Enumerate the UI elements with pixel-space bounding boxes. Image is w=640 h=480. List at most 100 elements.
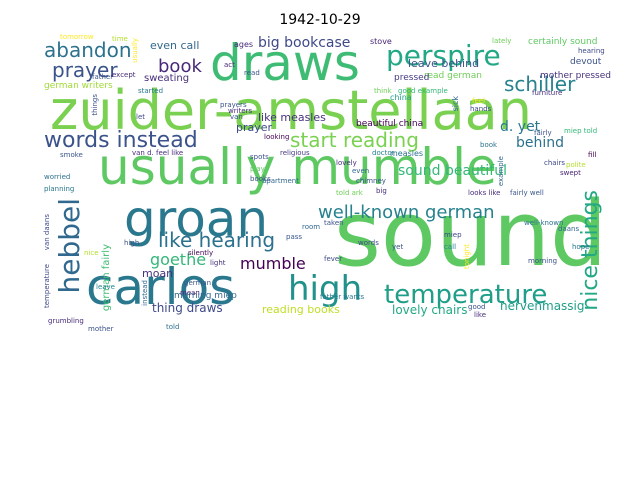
word-smoke: smoke bbox=[60, 151, 83, 159]
word-usually-mumble: usually mumble bbox=[98, 138, 497, 196]
word-fever: fever bbox=[324, 255, 343, 263]
word-told-ark: told ark bbox=[336, 189, 363, 197]
word-lately: lately bbox=[492, 37, 512, 45]
word-high: high bbox=[288, 269, 363, 309]
word-zuider-amstellaan: zuider-amstellaan bbox=[50, 79, 532, 142]
word-time: time bbox=[112, 35, 128, 43]
word-mean: mean bbox=[180, 289, 200, 297]
word-mother-pressed: mother pressed bbox=[540, 71, 611, 81]
word-except: except bbox=[112, 71, 136, 79]
word-yet: yet bbox=[392, 243, 404, 251]
word-groan: groan bbox=[124, 190, 269, 248]
word-high-2: high bbox=[124, 239, 140, 247]
word-like-measles: like measles bbox=[258, 111, 326, 124]
chart-title: 1942-10-29 bbox=[279, 12, 361, 28]
word-feel: feel bbox=[472, 97, 486, 105]
word-german: german bbox=[184, 279, 212, 287]
word-temperature-2: temperature bbox=[43, 264, 51, 308]
word-father: father bbox=[92, 73, 114, 81]
word-pressed: pressed bbox=[394, 73, 430, 83]
word-like: like bbox=[474, 311, 487, 319]
word-instead: instead bbox=[141, 280, 149, 306]
word-devout: devout bbox=[570, 57, 602, 67]
word-read: read bbox=[244, 69, 260, 77]
word-german-fairly: german fairly bbox=[101, 244, 112, 312]
word-words: words bbox=[358, 239, 379, 247]
word-van-daans: van daans bbox=[43, 214, 51, 251]
word-carlos: carlos bbox=[86, 258, 236, 316]
word-read-german: read german bbox=[424, 71, 482, 81]
word-hope: hope bbox=[572, 243, 590, 251]
word-d-yet: d. yet bbox=[500, 119, 541, 135]
word-perspire: perspire bbox=[386, 39, 501, 72]
word-nice: nice bbox=[84, 249, 99, 257]
word-fairly: fairly bbox=[534, 129, 552, 137]
word-measles: measles bbox=[390, 149, 424, 158]
word-things: things bbox=[91, 94, 99, 116]
word-usually: usually bbox=[131, 38, 139, 63]
word-lovely: lovely bbox=[336, 159, 357, 167]
word-looks-like: looks like bbox=[468, 189, 501, 197]
word-leave-behind: leave behind bbox=[408, 57, 480, 70]
word-prayer-2: prayer bbox=[236, 121, 273, 134]
word-prayer: prayer bbox=[52, 58, 118, 82]
word-mumble: mumble bbox=[240, 254, 306, 273]
word-swept: swept bbox=[560, 169, 581, 177]
word-draws: draws bbox=[210, 34, 360, 92]
word-even-call: even call bbox=[150, 39, 200, 52]
word-doctor: doctor bbox=[372, 149, 395, 157]
word-well-known: well-known bbox=[524, 219, 564, 227]
word-chairs: chairs bbox=[544, 159, 566, 167]
word-think: think bbox=[374, 87, 392, 95]
word-call: call bbox=[444, 243, 457, 251]
word-book: book bbox=[158, 56, 202, 77]
word-miep-told: miep told bbox=[564, 127, 598, 135]
word-van: van bbox=[230, 113, 243, 121]
word-nervenmassig: nervenmassig bbox=[500, 299, 585, 313]
word-reading-books: reading books bbox=[262, 303, 340, 316]
word-abandon: abandon bbox=[44, 38, 132, 62]
word-miep: miep bbox=[444, 231, 462, 239]
word-well-known-german: well-known german bbox=[318, 202, 495, 223]
word-told: told bbox=[166, 323, 180, 331]
word-hearing: hearing bbox=[578, 47, 605, 55]
word-daans: daans bbox=[558, 225, 580, 233]
word-sound-beautiful: sound beautiful bbox=[398, 163, 507, 179]
word-behind: behind bbox=[516, 135, 565, 151]
word-german-writers: german writers bbox=[44, 81, 113, 91]
word-moan: moan bbox=[142, 267, 174, 280]
word-morning: morning bbox=[528, 257, 558, 265]
word-stove: stove bbox=[370, 37, 392, 46]
word-pass: pass bbox=[286, 233, 303, 241]
word-plays: plays bbox=[250, 165, 269, 173]
word-chimney: chimney bbox=[356, 177, 386, 185]
word-lovely-chairs: lovely chairs bbox=[392, 303, 468, 317]
word-taken: taken bbox=[324, 219, 344, 227]
word-certainly-sound: certainly sound bbox=[528, 37, 598, 47]
word-big: big bbox=[376, 187, 387, 195]
word-writers: writers bbox=[228, 107, 253, 115]
word-ages: ages bbox=[234, 40, 254, 49]
word-fill: fill bbox=[588, 151, 597, 159]
word-temperature: temperature bbox=[384, 280, 548, 310]
word-silently: silently bbox=[188, 249, 214, 257]
word-room: room bbox=[302, 223, 321, 231]
word-leave: leave bbox=[96, 283, 115, 291]
word-like-hearing: like hearing bbox=[158, 228, 276, 252]
word-started: started bbox=[138, 87, 164, 95]
word-good: good bbox=[468, 303, 486, 311]
word-looking: looking bbox=[264, 133, 290, 141]
word-van-d-feel-like: van d. feel like bbox=[132, 149, 184, 157]
word-furniture: furniture bbox=[532, 89, 563, 97]
word-fairly-well: fairly well bbox=[510, 189, 544, 197]
word-goethe: goethe bbox=[150, 250, 207, 269]
word-spots: spots bbox=[250, 153, 269, 161]
word-morning-miep: morning miep bbox=[174, 291, 237, 301]
word-religious: religious bbox=[280, 149, 310, 157]
word-china: china bbox=[390, 93, 412, 102]
word-grumbling: grumbling bbox=[48, 317, 84, 325]
word-good-example: good example bbox=[398, 87, 448, 95]
word-tomorrow: tomorrow bbox=[60, 34, 94, 41]
word-beautiful-china: beautiful china bbox=[356, 119, 424, 129]
word-apartment: apartment bbox=[262, 177, 299, 185]
